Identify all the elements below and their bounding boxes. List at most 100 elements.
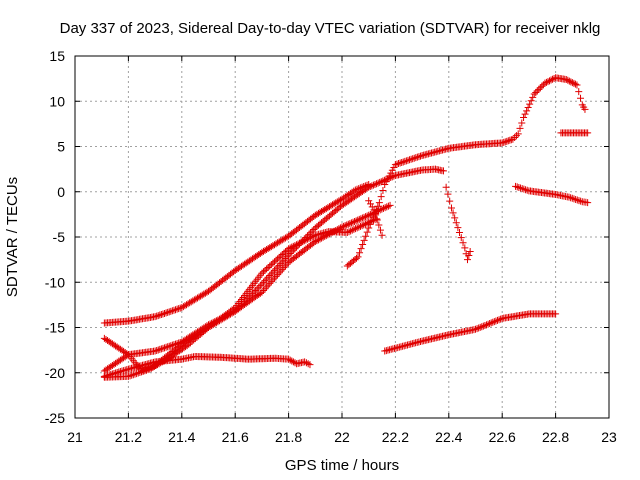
data-point [358,214,366,222]
series-track-e [100,352,314,380]
data-point [476,323,484,331]
data-point [142,366,150,374]
data-point [247,291,255,299]
data-point [338,223,346,231]
data-point [245,293,253,301]
data-point [164,343,172,351]
data-point [457,234,465,242]
data-point [466,247,474,255]
data-point [542,78,550,86]
data-point [383,203,391,211]
data-point [146,365,154,373]
data-point [168,307,176,315]
data-point [280,256,288,264]
data-point [124,372,132,380]
data-point [236,302,244,310]
grid-lines [75,56,609,418]
data-point [154,346,162,354]
data-point [455,228,463,236]
data-point [368,217,376,225]
data-point [275,261,283,269]
data-point [341,222,349,230]
data-point [278,265,286,273]
data-point [300,235,308,243]
data-point [299,237,307,245]
data-point [144,366,152,374]
data-point [564,76,572,84]
data-point [348,226,356,234]
data-point [313,237,321,245]
data-point [509,135,517,143]
data-point [292,243,300,251]
data-point [259,278,267,286]
data-point [176,304,184,312]
data-point [164,308,172,316]
data-point [376,226,384,234]
data-point [442,183,450,191]
data-point [347,227,355,235]
data-point [372,211,380,219]
data-point [378,231,386,239]
x-tick-label: 22.4 [435,429,462,445]
data-point [352,217,360,225]
data-point [487,319,495,327]
data-point [353,224,361,232]
data-point [123,350,131,358]
data-point [139,367,147,375]
data-point [577,197,585,205]
series-track-f [343,74,589,270]
data-point [252,286,260,294]
data-point [360,236,368,244]
data-point [362,213,370,221]
data-point [281,255,289,263]
data-point [490,318,498,326]
data-point [461,244,469,252]
data-point [138,368,146,376]
data-point [506,136,514,144]
series-track-h [442,183,474,264]
data-point [498,139,506,147]
y-tick-label: -25 [45,410,65,426]
data-point [356,222,364,230]
data-point [161,309,169,317]
data-point [266,262,274,270]
data-point [156,311,164,319]
data-point [253,285,261,293]
series-track-b [100,201,394,375]
data-point [356,249,364,257]
data-point [478,323,486,331]
x-tick-label: 21.8 [275,429,302,445]
data-point [357,245,365,253]
data-point [409,155,417,163]
x-tick-label: 21.6 [222,429,249,445]
data-point [379,187,387,195]
data-point [162,343,170,351]
data-point [289,358,297,366]
data-point [370,206,378,214]
data-point [128,371,136,379]
data-point [269,268,277,276]
data-point [241,298,249,306]
data-point [495,316,503,324]
data-point [242,296,250,304]
data-point [518,119,526,127]
data-point [157,311,165,319]
data-point [351,186,359,194]
data-point [153,346,161,354]
data-point [345,228,353,236]
data-point [357,215,365,223]
data-point [465,252,473,260]
data-point [250,288,258,296]
data-point [575,88,583,96]
data-point [365,224,373,232]
data-point [278,258,286,266]
data-point [413,153,421,161]
data-point [277,267,285,275]
x-tick-label: 21 [67,429,83,445]
data-point [373,180,381,188]
data-point [256,289,264,297]
data-point [379,204,387,212]
data-point [384,175,392,183]
data-point [351,218,359,226]
